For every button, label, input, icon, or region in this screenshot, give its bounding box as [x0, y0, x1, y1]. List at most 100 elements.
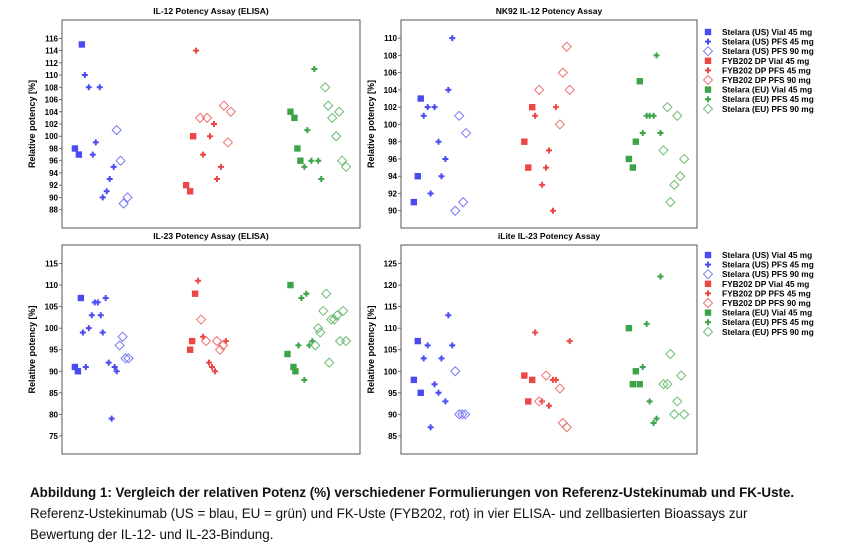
legend-marker-square-icon [704, 57, 712, 64]
data-point [669, 409, 680, 420]
legend-label: FYB202 DP PFS 90 mg [722, 298, 811, 308]
data-point [521, 372, 528, 379]
y-tick-label: 94 [49, 169, 58, 178]
data-point [85, 325, 92, 332]
legend-marker-square-icon [704, 251, 712, 259]
y-tick-label: 92 [49, 181, 58, 190]
data-point [546, 402, 552, 409]
legend-label: Stelara (EU) Vial 45 mg [722, 85, 812, 95]
data-point [214, 344, 226, 355]
y-tick-label: 105 [45, 303, 59, 312]
data-point [325, 314, 337, 325]
legend-marker-plus-icon [705, 261, 711, 268]
y-tick-label: 120 [384, 281, 398, 290]
y-tick-label: 85 [388, 432, 397, 441]
legend-marker-square-icon [704, 28, 712, 36]
data-point [662, 378, 673, 390]
plot-area [400, 19, 698, 229]
data-point [290, 363, 297, 371]
data-point [639, 130, 646, 137]
data-point [97, 312, 104, 319]
data-point [653, 415, 660, 422]
data-point [678, 409, 690, 420]
data-point [308, 157, 315, 164]
legend-marker-plus-icon [705, 319, 711, 326]
data-point [636, 380, 643, 388]
y-tick-label: 98 [388, 138, 397, 147]
data-point [639, 363, 646, 370]
y-tick-label: 115 [45, 260, 58, 269]
data-point [632, 368, 640, 375]
y-axis-label: Relative potency [%] [27, 305, 37, 393]
data-point [309, 338, 316, 345]
data-point [117, 331, 128, 342]
data-point [284, 350, 291, 358]
panel-2: NK92 IL-12 Potency Assay Relative potency… [366, 6, 698, 229]
data-point [110, 163, 117, 170]
data-point [438, 173, 445, 180]
data-point [450, 366, 461, 377]
y-tick-label: 102 [384, 103, 398, 112]
data-point [222, 137, 234, 148]
y-tick-label: 85 [49, 389, 58, 398]
y-tick-label: 98 [49, 144, 58, 153]
y-tick-label: 108 [45, 83, 59, 92]
y-tick-label: 110 [384, 34, 397, 43]
data-point [435, 389, 442, 396]
data-point [318, 176, 325, 183]
y-tick-label: 110 [45, 281, 58, 290]
legend-label: Stelara (EU) PFS 90 mg [722, 104, 814, 114]
y-tick-label: 104 [384, 86, 398, 95]
legend-label: Stelara (US) PFS 45 mg [722, 37, 814, 47]
data-point [208, 363, 215, 370]
data-point [672, 110, 683, 122]
data-point [557, 67, 569, 78]
data-point [103, 188, 110, 195]
data-point [675, 171, 686, 182]
legend-label: Stelara (EU) PFS 90 mg [722, 327, 814, 337]
legend-label: FYB202 DP Vial 45 mg [722, 279, 809, 289]
panel-title: IL-12 Potency Assay (ELISA) [153, 6, 269, 16]
data-point [301, 376, 308, 383]
data-point [102, 295, 109, 302]
legend-marker-plus-icon [705, 67, 711, 74]
data-point [287, 108, 294, 115]
data-point [222, 338, 229, 345]
data-point [636, 78, 643, 85]
data-point [459, 409, 471, 420]
data-point [301, 163, 308, 170]
data-point [340, 161, 352, 173]
legend-marker-square-icon [704, 86, 712, 93]
data-point [295, 342, 302, 349]
data-point [217, 340, 229, 351]
caption-line-2: Bewertung der IL-12- und IL-23-Bindung. [30, 527, 274, 542]
legend-marker-diamond-icon [702, 74, 714, 86]
data-point [306, 342, 313, 349]
y-tick-label: 114 [45, 47, 58, 56]
data-point [200, 333, 207, 340]
y-axis-label: Relative potency [%] [366, 80, 376, 168]
data-point [94, 299, 101, 306]
data-point [427, 190, 434, 197]
data-point [106, 176, 113, 183]
data-point [414, 173, 421, 180]
panel-4: iLite IL-23 Potency Assay Relative potenc… [366, 231, 698, 455]
data-point [189, 133, 197, 140]
data-point [78, 41, 86, 48]
data-point [291, 114, 298, 122]
data-point [311, 65, 318, 72]
data-point [333, 106, 345, 117]
data-point [632, 138, 640, 145]
y-tick-label: 106 [384, 69, 398, 78]
data-point [529, 376, 536, 384]
data-point [88, 312, 95, 319]
legend-label: Stelara (US) PFS 90 mg [722, 46, 814, 56]
data-point [417, 95, 424, 102]
data-point [552, 376, 559, 383]
legend-label: FYB202 DP PFS 90 mg [722, 75, 811, 85]
data-point [315, 157, 322, 164]
caption-line-1: Referenz-Ustekinumab (US = blau, EU = gr… [30, 506, 748, 521]
data-point [96, 84, 103, 91]
data-point [435, 138, 442, 145]
data-point [646, 398, 653, 405]
